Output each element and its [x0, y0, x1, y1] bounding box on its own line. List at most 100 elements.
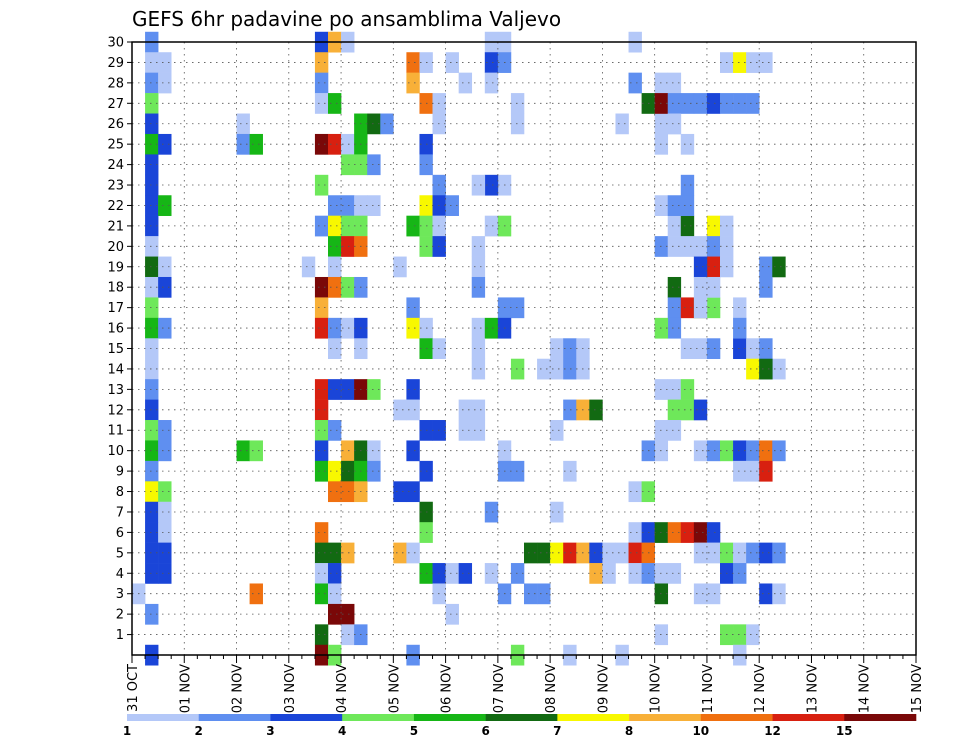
colorbar-label: 6 [481, 724, 489, 738]
heatmap-cell [733, 52, 747, 73]
colorbar-swatch [270, 714, 343, 721]
heatmap-cell [406, 297, 420, 319]
colorbar-label: 2 [195, 724, 203, 738]
heatmap-cell [693, 542, 708, 564]
heatmap-cell [680, 338, 695, 360]
heatmap-cell [706, 522, 721, 543]
y-tick-label: 26 [107, 117, 124, 132]
x-tick-label: 31 OCT [126, 664, 141, 712]
heatmap-cell [393, 481, 407, 503]
heatmap-cell [341, 440, 355, 462]
heatmap-cell [328, 215, 342, 237]
colorbar-swatch [127, 714, 200, 721]
heatmap-cell [145, 256, 159, 278]
x-tick-label: 04 NOV [335, 664, 350, 713]
heatmap-cell [145, 460, 159, 482]
heatmap-cell [484, 174, 499, 196]
heatmap-cell [158, 420, 172, 441]
x-tick-label: 01 NOV [178, 664, 193, 713]
heatmap-cell [667, 297, 682, 319]
heatmap-cell [145, 379, 159, 400]
heatmap-cell [341, 215, 355, 237]
heatmap-cell [406, 72, 420, 94]
heatmap-cell [733, 338, 747, 360]
heatmap-cell [733, 440, 747, 462]
heatmap-cell [746, 358, 760, 380]
heatmap-cell [341, 236, 355, 257]
heatmap-cell [314, 379, 329, 400]
heatmap-cell [772, 440, 786, 462]
heatmap-cell [314, 440, 329, 462]
heatmap-cell [746, 542, 760, 564]
heatmap-cell [341, 379, 355, 400]
heatmap-cell [471, 358, 486, 380]
heatmap-cell [367, 113, 381, 135]
heatmap-cell [341, 276, 355, 298]
heatmap-cell [314, 72, 329, 94]
heatmap-cell [367, 195, 381, 216]
heatmap-cell [759, 338, 773, 360]
heatmap-cell [746, 93, 760, 114]
heatmap-cell [158, 317, 172, 339]
heatmap-cell [537, 583, 551, 605]
heatmap-cell [746, 338, 760, 360]
y-tick-label: 23 [107, 179, 124, 194]
heatmap-cell [628, 481, 642, 503]
heatmap-cell [328, 236, 342, 257]
y-axis: 1234567891011121314151617181920212223242… [107, 36, 132, 643]
heatmap-cell [145, 399, 159, 421]
heatmap-cell [510, 93, 525, 114]
heatmap-cell [667, 72, 682, 94]
heatmap-cell [145, 195, 159, 216]
heatmap-cell [484, 72, 499, 94]
heatmap-cell [484, 52, 499, 73]
y-tick-label: 8 [116, 485, 124, 500]
x-tick-label: 09 NOV [596, 664, 611, 713]
heatmap-cell [341, 154, 355, 176]
heatmap-cell [328, 563, 342, 584]
heatmap-cell [314, 399, 329, 421]
heatmap-cell [537, 358, 551, 380]
y-tick-label: 21 [107, 219, 124, 234]
heatmap-cell [667, 93, 682, 114]
heatmap-cell [563, 542, 577, 564]
heatmap-cell [706, 542, 721, 564]
heatmap-cell [772, 583, 786, 605]
heatmap-cell [328, 379, 342, 400]
heatmap-cell [759, 440, 773, 462]
heatmap-cell [680, 297, 695, 319]
heatmap-cell [314, 276, 329, 298]
y-tick-label: 12 [107, 403, 124, 418]
heatmap-cell [367, 379, 381, 400]
heatmap-cell [445, 195, 459, 216]
heatmap-cell [667, 317, 682, 339]
colorbar-legend: 1 2 3 4 5 6 7 8 10 12 15 [123, 714, 917, 738]
heatmap-cell [406, 481, 420, 503]
heatmap-cell [628, 542, 642, 564]
heatmap-cell [563, 460, 577, 482]
heatmap-cell [249, 133, 263, 155]
heatmap-cell [341, 460, 355, 482]
heatmap-cell [693, 93, 708, 114]
heatmap-cell [158, 52, 172, 73]
heatmap-cell [550, 542, 564, 564]
heatmap-cell [445, 563, 459, 584]
heatmap-cell [759, 542, 773, 564]
heatmap-cell [314, 133, 329, 155]
heatmap-cell [328, 338, 342, 360]
heatmap-cell [145, 93, 159, 114]
heatmap-cell [406, 215, 420, 237]
heatmap-cell [314, 317, 329, 339]
heatmap-cell [314, 215, 329, 237]
heatmap-cell [563, 399, 577, 421]
colorbar-swatch [485, 714, 558, 721]
heatmap-cell [249, 583, 263, 605]
heatmap-cell [341, 624, 355, 646]
heatmap-cell [328, 93, 342, 114]
heatmap-cell [759, 358, 773, 380]
heatmap-cell [380, 113, 394, 135]
heatmap-cell [772, 256, 786, 278]
y-tick-label: 19 [107, 260, 124, 275]
heatmap-cell [680, 399, 695, 421]
heatmap-cell [341, 542, 355, 564]
